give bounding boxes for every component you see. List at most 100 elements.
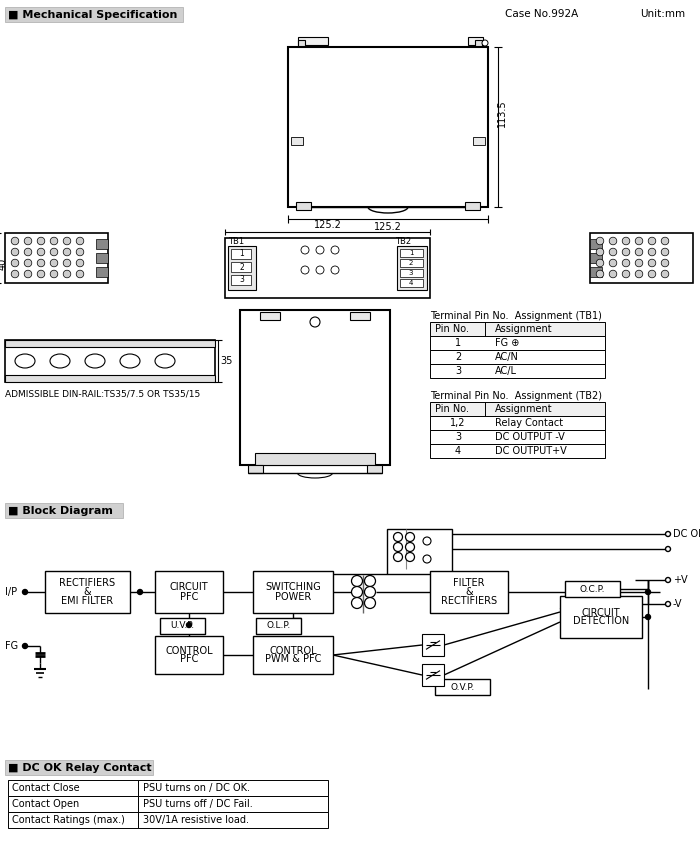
Text: ■ Block Diagram: ■ Block Diagram (8, 506, 113, 516)
Text: PFC: PFC (180, 592, 198, 601)
Circle shape (645, 590, 650, 594)
Circle shape (666, 578, 671, 582)
Text: ■ Mechanical Specification: ■ Mechanical Specification (8, 10, 177, 20)
Circle shape (405, 533, 414, 541)
Bar (5, 233, 108, 283)
Circle shape (25, 270, 32, 278)
Bar (298, 37, 328, 45)
Circle shape (423, 537, 431, 545)
Text: 1: 1 (455, 338, 461, 348)
Circle shape (76, 237, 84, 245)
Circle shape (25, 248, 32, 256)
Bar (430, 402, 605, 416)
Text: Terminal Pin No.  Assignment (TB2): Terminal Pin No. Assignment (TB2) (430, 391, 602, 401)
Bar (5, 375, 215, 382)
Bar (5, 340, 215, 382)
Bar (475, 40, 482, 52)
Text: TB2: TB2 (395, 238, 411, 247)
Circle shape (50, 260, 58, 266)
Text: O.V.P.: O.V.P. (450, 682, 475, 691)
Circle shape (351, 598, 363, 608)
Circle shape (63, 260, 71, 266)
Text: 40: 40 (0, 258, 8, 270)
Text: O.C.P.: O.C.P. (580, 585, 606, 593)
Bar (590, 239, 602, 249)
Circle shape (635, 237, 643, 245)
Bar (5, 7, 183, 22)
Text: 1,2: 1,2 (450, 418, 466, 428)
Text: 2: 2 (239, 262, 244, 272)
Circle shape (25, 237, 32, 245)
Text: +V: +V (673, 575, 687, 585)
Bar (96, 253, 108, 263)
Circle shape (22, 644, 27, 649)
Bar (288, 47, 488, 207)
Text: EMI FILTER: EMI FILTER (62, 596, 113, 606)
Circle shape (662, 237, 668, 245)
Circle shape (22, 590, 27, 594)
Circle shape (37, 270, 45, 278)
Text: 4: 4 (455, 446, 461, 456)
Bar (430, 350, 605, 364)
Bar (160, 618, 205, 634)
Text: Relay Contact: Relay Contact (495, 418, 563, 428)
Circle shape (316, 246, 324, 254)
Text: TB1: TB1 (228, 238, 244, 247)
Bar (387, 529, 452, 574)
Bar (5, 340, 215, 347)
Bar (231, 249, 251, 259)
Circle shape (11, 270, 19, 278)
Circle shape (596, 248, 604, 256)
Bar (5, 760, 153, 775)
Bar (367, 465, 382, 473)
Text: 2: 2 (409, 260, 413, 266)
Text: CONTROL: CONTROL (270, 645, 317, 656)
Text: 35: 35 (220, 356, 232, 366)
Ellipse shape (155, 354, 175, 368)
Bar (96, 267, 108, 277)
Text: RECTIFIERS: RECTIFIERS (60, 578, 116, 588)
Circle shape (423, 555, 431, 563)
Circle shape (609, 237, 617, 245)
Bar (430, 571, 508, 613)
Circle shape (63, 237, 71, 245)
Circle shape (666, 547, 671, 552)
Text: Contact Ratings (max.): Contact Ratings (max.) (12, 815, 125, 825)
Bar (228, 246, 256, 290)
Circle shape (635, 260, 643, 266)
Circle shape (648, 270, 656, 278)
Text: Unit:mm: Unit:mm (640, 9, 685, 19)
Circle shape (310, 317, 320, 327)
Bar (590, 233, 693, 283)
Text: CIRCUIT: CIRCUIT (169, 582, 209, 593)
Bar (565, 581, 620, 597)
Circle shape (25, 260, 32, 266)
Bar (430, 364, 605, 378)
Bar (430, 322, 605, 336)
Circle shape (609, 260, 617, 266)
Text: O.L.P.: O.L.P. (267, 621, 290, 631)
Bar (8, 780, 138, 796)
Circle shape (482, 40, 488, 46)
Text: Pin No.: Pin No. (435, 324, 469, 334)
Circle shape (76, 248, 84, 256)
Text: 125.2: 125.2 (374, 222, 402, 232)
Circle shape (331, 266, 339, 274)
Text: Case No.992A: Case No.992A (505, 9, 578, 19)
Circle shape (63, 270, 71, 278)
Circle shape (63, 248, 71, 256)
Text: 30V/1A resistive load.: 30V/1A resistive load. (143, 815, 249, 825)
Bar (138, 780, 328, 796)
Bar (435, 679, 490, 695)
Bar (225, 238, 430, 298)
Circle shape (11, 260, 19, 266)
Text: 2: 2 (455, 352, 461, 362)
Circle shape (648, 260, 656, 266)
Circle shape (622, 237, 630, 245)
Bar (590, 267, 602, 277)
Bar (231, 262, 251, 272)
Bar (5, 503, 123, 518)
Bar (473, 137, 485, 145)
Text: ADMISSIBLE DIN-RAIL:TS35/7.5 OR TS35/15: ADMISSIBLE DIN-RAIL:TS35/7.5 OR TS35/15 (5, 389, 200, 399)
Text: FG: FG (5, 641, 18, 651)
